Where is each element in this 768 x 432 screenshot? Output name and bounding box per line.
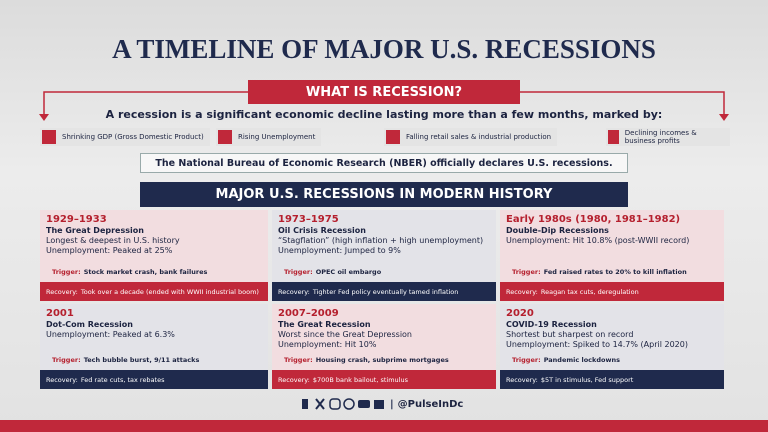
trigger-label: Trigger: xyxy=(52,268,81,276)
name: Double-Dip Recessions xyxy=(506,226,609,235)
recovery-label: Recovery: xyxy=(46,287,78,296)
marker-icon xyxy=(218,130,232,144)
marker: Falling retail sales & industrial produc… xyxy=(384,128,558,146)
separator: | xyxy=(390,398,394,410)
name: Oil Crisis Recession xyxy=(278,226,366,235)
detail: Shortest but sharpest on record xyxy=(506,330,634,339)
recovery-label: Recovery: xyxy=(506,375,538,384)
marker-icon xyxy=(386,130,400,144)
footer: | @PulseInDc xyxy=(300,396,520,412)
recovery-text: $5T in stimulus, Fed support xyxy=(540,375,634,384)
card: 2007–2009 The Great Recession Worst since … xyxy=(272,304,496,370)
trigger: Trigger: OPEC oil embargo xyxy=(284,268,381,276)
recovery-text: Took over a decade (ended with WWII indu… xyxy=(80,287,259,296)
recovery-label: Recovery: xyxy=(46,375,78,384)
name: The Great Depression xyxy=(46,226,144,235)
recovery: Recovery: Took over a decade (ended with … xyxy=(40,282,268,301)
name: Dot-Com Recession xyxy=(46,320,133,329)
trigger: Trigger: Housing crash, subprime mortgage… xyxy=(284,356,449,364)
recovery: Recovery: Tighter Fed policy eventually t… xyxy=(272,282,496,301)
recovery-text: Reagan tax cuts, deregulation xyxy=(540,287,639,296)
period: Early 1980s (1980, 1981–1982) xyxy=(506,214,681,225)
marker-text: Declining incomes & business profits xyxy=(624,129,697,145)
card: 1973–1975 Oil Crisis Recession “Stagflatio… xyxy=(272,210,496,282)
trigger-text: Tech bubble burst, 9/11 attacks xyxy=(83,356,200,364)
marker-icon xyxy=(42,130,56,144)
recovery: Recovery: $5T in stimulus, Fed support xyxy=(500,370,724,389)
card: 2020 COVID-19 Recession Shortest but sharp… xyxy=(500,304,724,370)
period: 1973–1975 xyxy=(278,214,339,225)
title: A TIMELINE OF MAJOR U.S. RECESSIONS xyxy=(112,34,656,64)
trigger-label: Trigger: xyxy=(284,268,313,276)
marker: Declining incomes & business profits xyxy=(606,128,730,146)
recovery-text: Tighter Fed policy eventually tamed infl… xyxy=(312,287,459,296)
handle: @PulseInDc xyxy=(397,398,464,410)
stripe xyxy=(0,420,768,432)
period: 2007–2009 xyxy=(278,308,339,319)
recovery: Recovery: $700B bank bailout, stimulus xyxy=(272,370,496,389)
recovery: Recovery: Reagan tax cuts, deregulation xyxy=(500,282,724,301)
card: 2001 Dot-Com Recession Unemployment: Peake… xyxy=(40,304,268,370)
card: Early 1980s (1980, 1981–1982) Double-Dip … xyxy=(500,210,724,282)
trigger-label: Trigger: xyxy=(52,356,81,364)
detail: Unemployment: Hit 10% xyxy=(278,340,377,349)
detail: Worst since the Great Depression xyxy=(278,330,413,339)
card: 1929–1933 The Great Depression Longest & d… xyxy=(40,210,268,282)
trigger-label: Trigger: xyxy=(512,268,541,276)
trigger-text: OPEC oil embargo xyxy=(315,268,382,276)
recovery-text: $700B bank bailout, stimulus xyxy=(312,375,408,384)
section-heading: MAJOR U.S. RECESSIONS IN MODERN HISTORY xyxy=(140,182,628,207)
recovery-label: Recovery: xyxy=(278,375,310,384)
markers: Shrinking GDP (Gross Domestic Product) Ri… xyxy=(40,128,730,146)
note: The National Bureau of Economic Research… xyxy=(140,153,628,173)
trigger-text: Pandemic lockdowns xyxy=(543,356,620,364)
marker: Rising Unemployment xyxy=(216,128,322,146)
trigger-label: Trigger: xyxy=(284,356,313,364)
marker-text: Rising Unemployment xyxy=(238,133,316,141)
detail: Unemployment: Peaked at 6.3% xyxy=(46,330,175,339)
name: The Great Recession xyxy=(278,320,371,329)
detail: Unemployment: Spiked to 14.7% (April 202… xyxy=(506,340,688,349)
trigger-text: Fed raised rates to 20% to kill inflatio… xyxy=(543,268,687,276)
period: 2020 xyxy=(506,308,534,319)
detail: Unemployment: Jumped to 9% xyxy=(278,246,401,255)
trigger-text: Housing crash, subprime mortgages xyxy=(315,356,449,364)
name: COVID-19 Recession xyxy=(506,320,597,329)
trigger-label: Trigger: xyxy=(512,356,541,364)
detail: “Stagflation” (high inflation + high une… xyxy=(278,236,484,245)
marker-icon xyxy=(608,130,619,144)
trigger: Trigger: Fed raised rates to 20% to kill … xyxy=(512,268,687,276)
detail: Longest & deepest in U.S. history xyxy=(46,236,180,245)
recovery: Recovery: Fed rate cuts, tax rebates xyxy=(40,370,268,389)
period: 2001 xyxy=(46,308,74,319)
trigger: Trigger: Stock market crash, bank failure… xyxy=(52,268,207,276)
trigger-text: Stock market crash, bank failures xyxy=(83,268,208,276)
period: 1929–1933 xyxy=(46,214,107,225)
trigger: Trigger: Tech bubble burst, 9/11 attacks xyxy=(52,356,199,364)
trigger: Trigger: Pandemic lockdowns xyxy=(512,356,620,364)
marker: Shrinking GDP (Gross Domestic Product) xyxy=(40,128,210,146)
recovery-label: Recovery: xyxy=(278,287,310,296)
recovery-label: Recovery: xyxy=(506,287,538,296)
social-icons xyxy=(302,398,384,410)
section-heading: WHAT IS RECESSION? xyxy=(248,80,520,104)
definition: A recession is a significant economic de… xyxy=(105,108,663,121)
detail: Unemployment: Hit 10.8% (post-WWII recor… xyxy=(506,236,690,245)
marker-text: Falling retail sales & industrial produc… xyxy=(406,133,552,141)
recovery-text: Fed rate cuts, tax rebates xyxy=(80,375,165,384)
marker-text: Shrinking GDP (Gross Domestic Product) xyxy=(62,133,204,141)
detail: Unemployment: Peaked at 25% xyxy=(46,246,173,255)
